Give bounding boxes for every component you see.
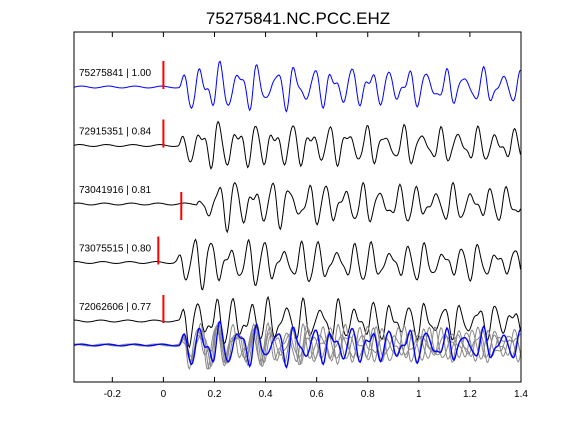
x-tick-label-6: 1 (416, 389, 422, 400)
traces-group (73, 60, 521, 349)
x-tick-label-5: 0.8 (361, 389, 375, 400)
overlay-line-75275841 (73, 320, 522, 369)
x-tick-label-4: 0.6 (310, 389, 324, 400)
trace-labels-group: 75275841 | 1.00 72915351 | 0.84 73041916 |… (79, 68, 152, 313)
trace-label-73041916: 73041916 | 0.81 (79, 185, 152, 196)
plot-frame (73, 31, 522, 383)
trace-line-73041916 (73, 181, 521, 234)
x-tick-label-0: -0.2 (104, 389, 122, 400)
x-tick-label-3: 0.4 (259, 389, 273, 400)
x-tick-label-1: 0 (161, 389, 167, 400)
chart-title: 75275841.NC.PCC.EHZ (206, 9, 390, 28)
trace-label-73075515: 73075515 | 0.80 (79, 244, 152, 255)
x-axis-ticks: -0.2 0 0.2 0.4 0.6 0.8 1 1.2 1.4 (104, 32, 528, 400)
trace-line-72062606 (73, 295, 521, 349)
trace-line-73075515 (74, 238, 521, 291)
trace-line-75275841 (73, 60, 521, 113)
x-tick-label-8: 1.4 (514, 389, 528, 400)
trace-label-72915351: 72915351 | 0.84 (79, 127, 152, 138)
x-tick-label-2: 0.2 (208, 389, 222, 400)
trace-label-72062606: 72062606 | 0.77 (79, 302, 152, 313)
x-tick-label-7: 1.2 (463, 389, 477, 400)
trace-label-75275841: 75275841 | 1.00 (79, 68, 152, 79)
picks-group (157, 61, 183, 323)
overlay-group (73, 320, 522, 371)
trace-line-72915351 (73, 120, 521, 170)
